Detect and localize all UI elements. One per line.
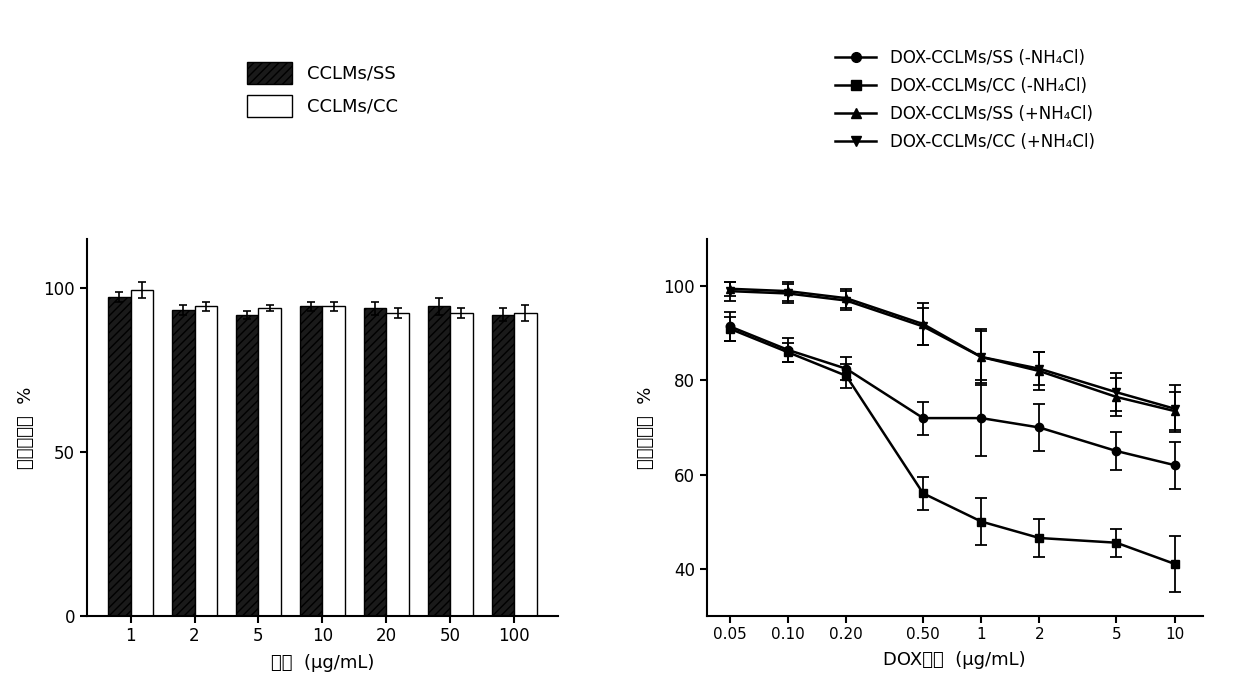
- Bar: [492, 315, 515, 616]
- Legend: DOX-CCLMs/SS (-NH₄Cl), DOX-CCLMs/CC (-NH₄Cl), DOX-CCLMs/SS (+NH₄Cl), DOX-CCLMs/C: DOX-CCLMs/SS (-NH₄Cl), DOX-CCLMs/CC (-NH…: [826, 41, 1104, 159]
- Bar: [387, 313, 409, 616]
- Bar: [428, 306, 450, 616]
- Bar: [365, 308, 387, 616]
- Bar: [130, 290, 153, 616]
- Y-axis label: 细胞存活率  %: 细胞存活率 %: [17, 386, 35, 469]
- Legend: CCLMs/SS, CCLMs/CC: CCLMs/SS, CCLMs/CC: [238, 53, 407, 126]
- Bar: [195, 306, 217, 616]
- Bar: [450, 313, 472, 616]
- X-axis label: 浓度  (μg/mL): 浓度 (μg/mL): [270, 654, 374, 672]
- Bar: [108, 297, 130, 616]
- Bar: [515, 313, 537, 616]
- Bar: [172, 310, 195, 616]
- Bar: [322, 306, 345, 616]
- Bar: [236, 315, 258, 616]
- X-axis label: DOX浓度  (μg/mL): DOX浓度 (μg/mL): [883, 650, 1027, 669]
- Bar: [300, 306, 322, 616]
- Y-axis label: 细胞存活率  %: 细胞存活率 %: [637, 386, 655, 469]
- Bar: [258, 308, 280, 616]
